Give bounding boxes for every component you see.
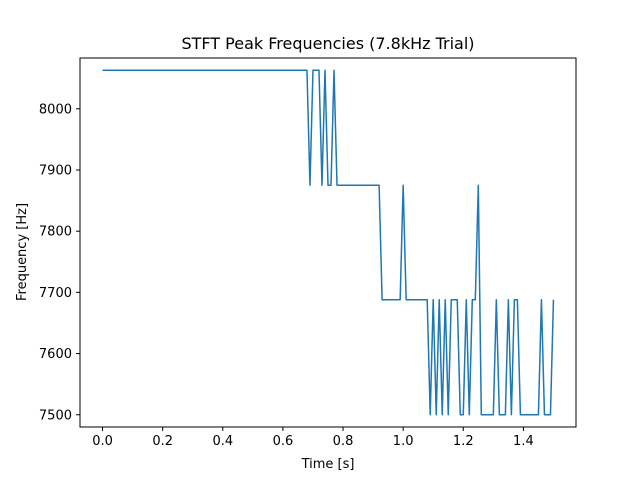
plot-area: 0.0 0.2 0.4 0.6 0.8 1.0 1.2 1.4 7500 7600 7700 780…	[39, 57, 577, 449]
x-tick-label: 0.0	[92, 434, 113, 449]
x-axis-label: Time [s]	[301, 457, 355, 472]
y-tick-label: 8000	[39, 102, 72, 117]
y-tick-label: 7800	[39, 225, 72, 240]
x-tick-label: 0.4	[212, 434, 233, 449]
axes-frame	[79, 57, 577, 428]
x-tick-label: 1.4	[513, 434, 534, 449]
y-axis-label: Frequency [Hz]	[15, 203, 30, 301]
y-tick-label: 7500	[39, 408, 72, 423]
x-tick-label: 0.6	[273, 434, 294, 449]
series-group	[102, 69, 555, 416]
y-tick-label: 7900	[39, 163, 72, 178]
x-tick-label: 1.2	[453, 434, 474, 449]
x-tick-label: 1.0	[393, 434, 414, 449]
y-tick-label: 7700	[39, 286, 72, 301]
series-line-0	[102, 69, 555, 416]
chart-title: STFT Peak Frequencies (7.8kHz Trial)	[181, 34, 474, 53]
y-tick-label: 7600	[39, 347, 72, 362]
x-tick-label: 0.2	[152, 434, 173, 449]
x-tick-label: 0.8	[333, 434, 354, 449]
y-axis: 7500 7600 7700 7800 7900 8000	[39, 102, 80, 423]
x-axis: 0.0 0.2 0.4 0.6 0.8 1.0 1.2 1.4	[92, 427, 534, 449]
